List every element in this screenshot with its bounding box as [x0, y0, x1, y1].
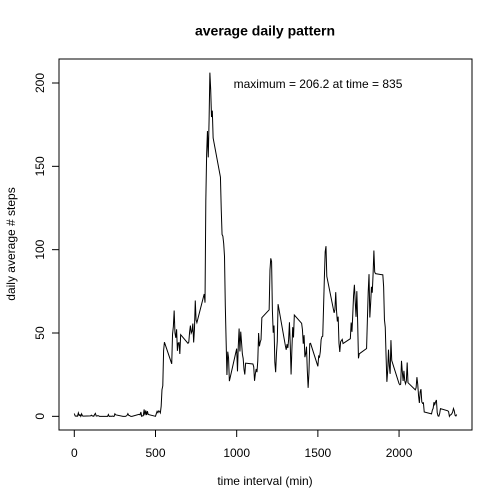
y-axis-label: daily average # steps	[4, 187, 18, 300]
y-tick-label: 50	[33, 326, 47, 340]
x-tick-label: 500	[145, 446, 165, 460]
annotation: maximum = 206.2 at time = 835	[234, 77, 403, 91]
chart-title: average daily pattern	[195, 23, 335, 39]
y-tick-label: 150	[33, 156, 47, 176]
x-tick-label: 2000	[386, 446, 413, 460]
y-tick-label: 0	[33, 413, 47, 420]
x-tick-label: 1500	[305, 446, 332, 460]
x-axis-label: time interval (min)	[217, 474, 312, 488]
x-tick-label: 0	[71, 446, 78, 460]
y-tick-label: 200	[33, 73, 47, 93]
plot-frame	[58, 58, 473, 431]
y-tick-label: 100	[33, 239, 47, 259]
data-line	[73, 72, 458, 418]
x-tick-label: 1000	[223, 446, 250, 460]
